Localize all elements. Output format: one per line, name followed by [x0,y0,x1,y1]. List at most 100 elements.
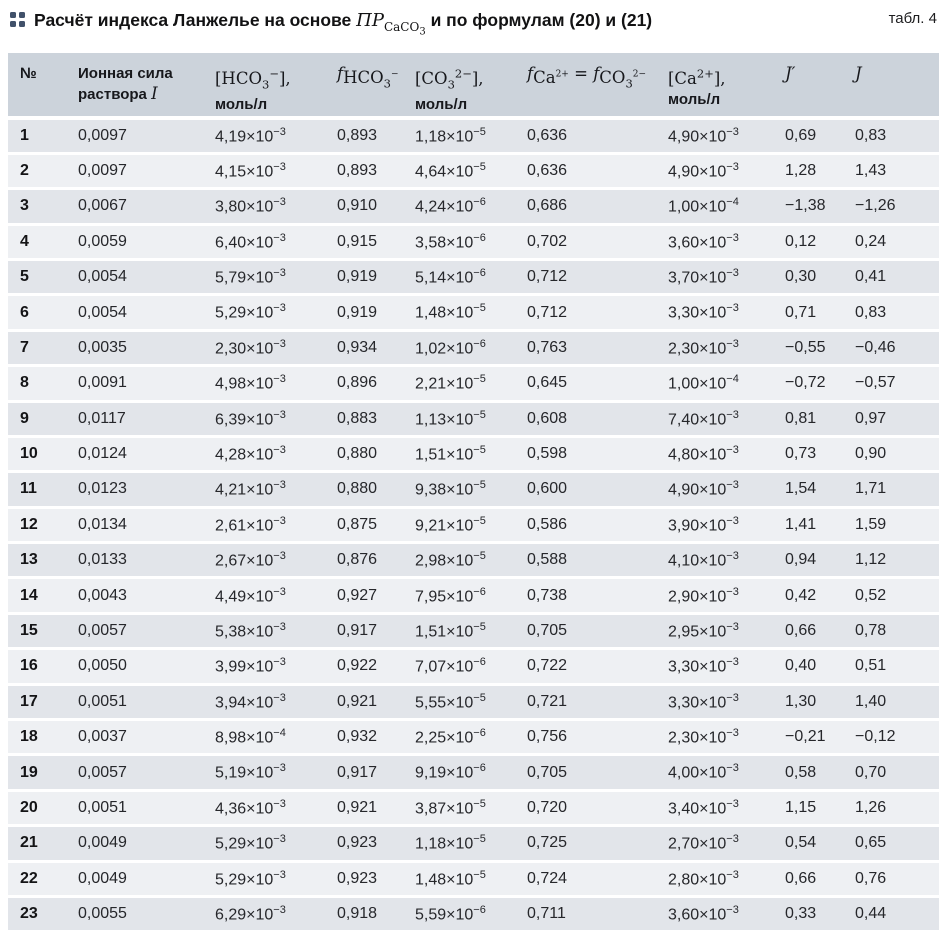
data-cell: 0,712 [515,294,656,332]
data-cell: 9,19×10−6 [403,754,515,792]
data-cell: 0,918 [325,896,403,933]
data-cell: 0,90 [843,436,939,474]
data-cell: 0,76 [843,861,939,899]
data-cell: 3,60×10−3 [656,224,773,261]
data-cell: 0,0059 [66,224,203,261]
table-row: 10 0,0124 4,28×10−3 0,880 1,51×10−5 0,598 4,80… [8,436,939,474]
row-number-cell: 15 [8,613,66,651]
data-cell: 1,00×10−4 [656,188,773,226]
data-cell: 4,10×10−3 [656,542,773,580]
data-cell: 3,87×10−5 [403,790,515,828]
data-cell: 1,71 [843,471,939,509]
data-cell: 2,25×10−6 [403,719,515,757]
table-row: 9 0,0117 6,39×10−3 0,883 1,13×10−5 0,608 7,40×… [8,401,939,438]
data-cell: 1,59 [843,507,939,545]
header-row: № Ионная сила раствора I [HCO3−], моль/л … [8,52,939,120]
table-row: 18 0,0037 8,98×10−4 0,932 2,25×10−6 0,756 2,30… [8,719,939,757]
data-cell: 0,66 [773,861,843,899]
table-row: 7 0,0035 2,30×10−3 0,934 1,02×10−6 0,763 2,30×… [8,330,939,368]
row-number-cell: 13 [8,542,66,580]
data-cell: 0,880 [325,436,403,474]
f-ca-subscript: Ca2+ [533,67,569,87]
data-cell: 1,00×10−4 [656,365,773,403]
data-cell: 0,52 [843,577,939,615]
table-row: 3 0,0067 3,80×10−3 0,910 4,24×10−6 0,686 1,00×… [8,188,939,226]
data-cell: 0,0037 [66,719,203,757]
row-number-cell: 17 [8,684,66,722]
data-cell: 0,0049 [66,825,203,863]
title-math-pr: ПР [356,10,384,31]
data-cell: 3,99×10−3 [203,648,325,686]
data-cell: 1,41 [773,507,843,545]
data-cell: 4,36×10−3 [203,790,325,828]
data-cell: 0,705 [515,613,656,651]
data-cell: 2,80×10−3 [656,861,773,899]
ionic-strength-symbol: I [151,83,158,103]
data-cell: 0,71 [773,294,843,332]
data-cell: 0,893 [325,117,403,155]
data-cell: 1,18×10−5 [403,825,515,863]
table-row: 16 0,0050 3,99×10−3 0,922 7,07×10−6 0,722 3,30… [8,648,939,686]
data-cell: 1,30 [773,684,843,722]
data-cell: 0,69 [773,117,843,155]
data-cell: 0,0050 [66,648,203,686]
f-symbol: f [527,63,534,83]
data-cell: 0,0043 [66,577,203,615]
data-cell: 0,0054 [66,294,203,332]
table-number-tag: табл. 4 [888,10,937,27]
col-header-f-hco3: fHCO3− [325,52,403,120]
data-cell: 0,0117 [66,401,203,438]
data-cell: 0,0057 [66,613,203,651]
row-number-cell: 2 [8,153,66,191]
data-cell: 0,94 [773,542,843,580]
data-cell: 4,00×10−3 [656,754,773,792]
table-row: 6 0,0054 5,29×10−3 0,919 1,48×10−5 0,712 3,30×… [8,294,939,332]
data-cell: 1,43 [843,153,939,191]
table-row: 19 0,0057 5,19×10−3 0,917 9,19×10−6 0,705 4,00… [8,754,939,792]
table-row: 12 0,0134 2,61×10−3 0,875 9,21×10−5 0,586 3,90… [8,507,939,545]
data-cell: 0,24 [843,224,939,261]
data-cell: 0,0035 [66,330,203,368]
data-cell: 0,712 [515,259,656,297]
data-cell: 0,721 [515,684,656,722]
table-row: 5 0,0054 5,79×10−3 0,919 5,14×10−6 0,712 3,70×… [8,259,939,297]
data-cell: −1,26 [843,188,939,226]
data-cell: 0,923 [325,825,403,863]
data-cell: 0,722 [515,648,656,686]
data-cell: 1,28 [773,153,843,191]
data-cell: 0,0049 [66,861,203,899]
data-cell: 0,40 [773,648,843,686]
data-cell: 1,15 [773,790,843,828]
data-cell: 6,29×10−3 [203,896,325,933]
data-cell: 5,79×10−3 [203,259,325,297]
row-number-cell: 6 [8,294,66,332]
data-cell: 3,30×10−3 [656,294,773,332]
row-number-cell: 1 [8,117,66,155]
data-cell: 0,917 [325,754,403,792]
data-cell: 2,61×10−3 [203,507,325,545]
data-cell: 5,19×10−3 [203,754,325,792]
data-cell: 3,30×10−3 [656,648,773,686]
page-title: Расчёт индекса Ланжелье на основе ПРCaCO… [34,7,881,45]
data-cell: 0,33 [773,896,843,933]
data-cell: 5,29×10−3 [203,825,325,863]
data-cell: 0,876 [325,542,403,580]
data-cell: 0,0097 [66,117,203,155]
data-cell: 0,598 [515,436,656,474]
data-cell: 4,21×10−3 [203,471,325,509]
data-cell: 2,70×10−3 [656,825,773,863]
col-header-hco3: [HCO3−], моль/л [203,52,325,120]
row-number-cell: 9 [8,401,66,438]
data-cell: 0,917 [325,613,403,651]
data-cell: 0,893 [325,153,403,191]
data-cell: 5,29×10−3 [203,294,325,332]
data-cell: 1,18×10−5 [403,117,515,155]
row-number-cell: 8 [8,365,66,403]
data-cell: 4,80×10−3 [656,436,773,474]
data-cell: 7,95×10−6 [403,577,515,615]
data-cell: 5,29×10−3 [203,861,325,899]
data-cell: 1,48×10−5 [403,861,515,899]
table-row: 20 0,0051 4,36×10−3 0,921 3,87×10−5 0,720 3,40… [8,790,939,828]
col-header-number: № [8,52,66,120]
f-hco3-subscript: HCO3− [343,67,399,91]
